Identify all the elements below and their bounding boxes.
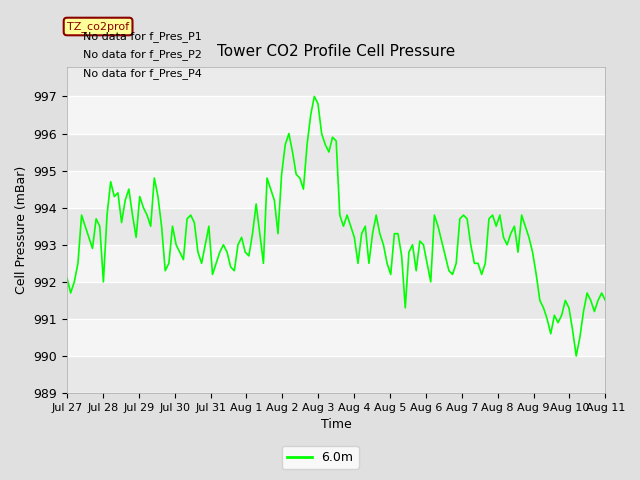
Title: Tower CO2 Profile Cell Pressure: Tower CO2 Profile Cell Pressure [217,44,455,59]
Y-axis label: Cell Pressure (mBar): Cell Pressure (mBar) [15,166,28,294]
Bar [67,170,605,208]
Bar [67,319,605,356]
X-axis label: Time: Time [321,419,351,432]
Text: TZ_co2prof: TZ_co2prof [67,21,129,32]
Bar [67,96,605,133]
Text: No data for f_Pres_P4: No data for f_Pres_P4 [83,68,202,79]
Bar [67,208,605,245]
Bar [67,133,605,170]
Text: No data for f_Pres_P2: No data for f_Pres_P2 [83,49,202,60]
Bar [67,282,605,319]
Legend: 6.0m: 6.0m [282,446,358,469]
Bar [67,356,605,393]
Text: No data for f_Pres_P1: No data for f_Pres_P1 [83,31,202,42]
Bar [67,245,605,282]
